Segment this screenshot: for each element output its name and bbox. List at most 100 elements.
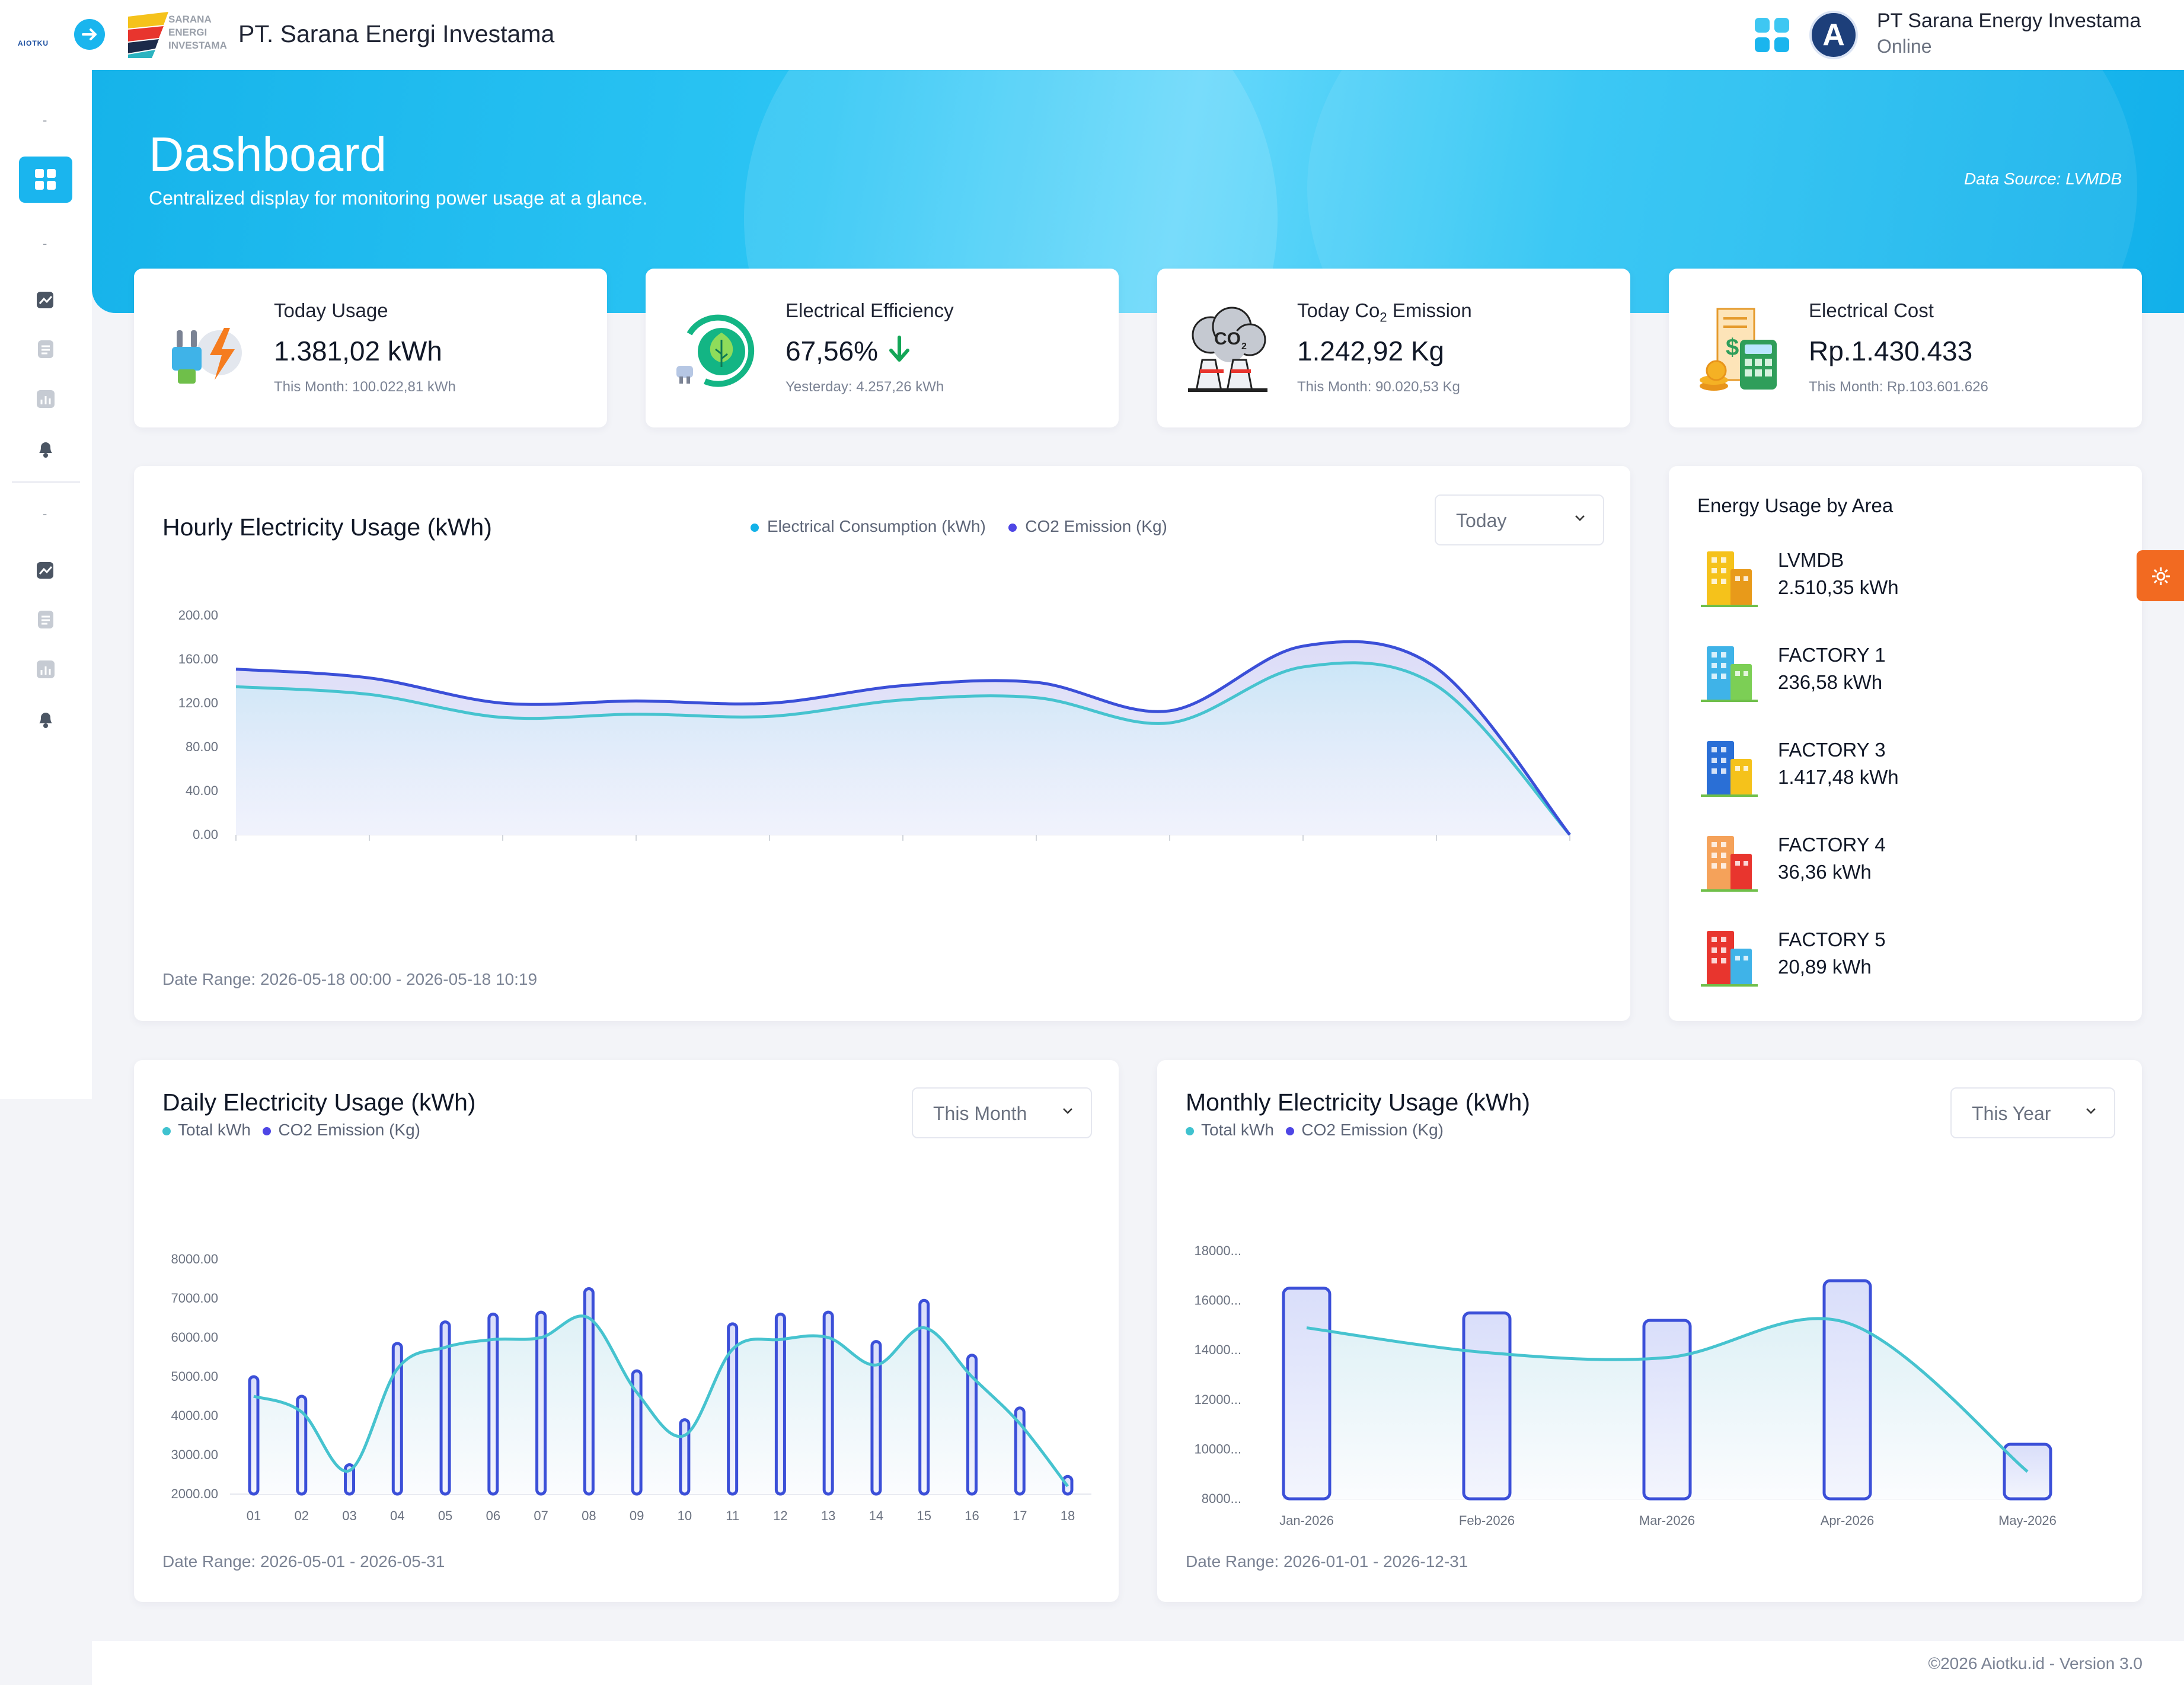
plug-bolt-icon [172, 328, 242, 384]
legend-dot [1008, 524, 1017, 532]
y-tick-label: 10000... [1194, 1441, 1241, 1456]
area-item[interactable]: FACTORY 3 1.417,48 kWh [1697, 733, 2112, 804]
bar[interactable] [631, 1369, 643, 1496]
x-tick-label: 11 [726, 1508, 739, 1523]
x-tick-label: Feb-2026 [1459, 1513, 1515, 1528]
bar-chart-icon [37, 390, 55, 408]
page-subtitle: Centralized display for monitoring power… [149, 187, 648, 209]
stat-card-cost: $ Electrical Cost Rp.1.430.433 This Mont… [1669, 269, 2142, 427]
date-range: Date Range: 2026-05-01 - 2026-05-31 [162, 1552, 445, 1571]
y-tick-label: 4000.00 [171, 1408, 218, 1423]
user-avatar[interactable]: A [1809, 11, 1858, 59]
sidebar-item-analytics[interactable] [36, 389, 56, 409]
sidebar: - - - [0, 70, 92, 1099]
sidebar-item-report[interactable] [36, 609, 56, 630]
series-line-co2 [1306, 1317, 2029, 1473]
x-tick-label: 06 [486, 1508, 500, 1523]
monthly-range-dropdown[interactable]: This Year [1950, 1087, 2115, 1138]
sidebar-item-report[interactable] [36, 339, 56, 359]
sidebar-separator [12, 481, 80, 483]
bar[interactable] [391, 1342, 403, 1496]
sidebar-divider: - [43, 236, 47, 251]
hourly-range-dropdown[interactable]: Today [1435, 494, 1604, 545]
stat-card-efficiency: Electrical Efficiency 67,56% Yesterday: … [646, 269, 1119, 427]
x-tick-label: 01 [247, 1508, 261, 1523]
area-item[interactable]: FACTORY 1 236,58 kWh [1697, 638, 2112, 709]
stat-title: Electrical Efficiency [786, 299, 954, 321]
bar[interactable] [774, 1312, 786, 1496]
bar[interactable] [679, 1418, 691, 1496]
hourly-usage-card: Hourly Electricity Usage (kWh) Electrica… [134, 466, 1630, 1021]
arrow-right-icon [82, 28, 97, 40]
sidebar-divider: - [43, 113, 47, 127]
bar[interactable] [822, 1310, 834, 1496]
apps-grid-button[interactable] [1755, 18, 1789, 52]
bar[interactable] [487, 1312, 499, 1496]
bar[interactable] [535, 1310, 547, 1496]
area-name: FACTORY 1 [1778, 644, 1886, 666]
stat-value: 67,56% [786, 336, 879, 366]
x-tick-label: 07 [534, 1508, 548, 1523]
y-tick-label: 6000.00 [171, 1330, 218, 1345]
document-icon [38, 611, 53, 628]
bar[interactable] [727, 1322, 739, 1496]
bar[interactable] [1822, 1279, 1872, 1501]
city-icon [1701, 741, 1758, 797]
area-name: LVMDB [1778, 549, 1844, 571]
sidebar-item-alarm[interactable] [36, 709, 56, 729]
chart-title: Daily Electricity Usage (kWh) [162, 1089, 476, 1116]
y-tick-label: 3000.00 [171, 1447, 218, 1462]
area-name: FACTORY 4 [1778, 834, 1886, 856]
dropdown-value: This Year [1972, 1103, 2051, 1124]
city-icon [1701, 646, 1758, 702]
x-tick-label: 17 [1013, 1508, 1027, 1523]
bar[interactable] [248, 1375, 260, 1496]
date-range: Date Range: 2026-05-18 00:00 - 2026-05-1… [162, 970, 538, 988]
trend-chart-icon [37, 562, 53, 579]
sidebar-item-dashboard[interactable] [19, 157, 72, 203]
stat-title: Today Usage [274, 299, 388, 321]
legend-dot [1186, 1127, 1194, 1135]
x-tick-label: 03 [342, 1508, 356, 1523]
bar[interactable] [870, 1340, 882, 1496]
monthly-usage-card: Monthly Electricity Usage (kWh) Total kW… [1157, 1060, 2142, 1602]
gear-icon [2152, 567, 2170, 585]
legend-label: CO2 Emission (Kg) [1025, 517, 1167, 535]
sidebar-toggle-button[interactable] [74, 19, 105, 50]
y-tick-label: 5000.00 [171, 1369, 218, 1384]
area-item[interactable]: FACTORY 5 20,89 kWh [1697, 923, 2112, 994]
bar[interactable] [1642, 1319, 1692, 1501]
leaf-plug-icon [676, 314, 755, 387]
y-tick-label: 160.00 [178, 652, 218, 666]
bar[interactable] [966, 1354, 978, 1496]
settings-button[interactable] [2137, 550, 2184, 601]
y-tick-label: 0.00 [193, 827, 218, 842]
bar[interactable] [918, 1298, 930, 1496]
x-tick-label: 09 [630, 1508, 644, 1523]
daily-range-dropdown[interactable]: This Month [912, 1087, 1092, 1138]
school-icon [1701, 836, 1758, 892]
logo-text: SARANA ENERGI INVESTAMA [168, 14, 227, 51]
arrow-down-icon [889, 336, 909, 362]
sidebar-item-alarm[interactable] [36, 439, 56, 459]
sidebar-item-trend[interactable] [36, 289, 56, 309]
bar[interactable] [1282, 1287, 1332, 1501]
bar[interactable] [439, 1320, 451, 1496]
series-area-co2 [254, 1316, 1068, 1494]
area-value: 20,89 kWh [1778, 956, 1872, 978]
sidebar-item-trend[interactable] [36, 560, 56, 580]
bar[interactable] [296, 1394, 308, 1496]
sidebar-item-analytics[interactable] [36, 659, 56, 679]
area-item[interactable]: LVMDB 2.510,35 kWh [1697, 543, 2112, 614]
x-tick-label: Apr-2026 [1821, 1513, 1875, 1528]
bar[interactable] [583, 1287, 595, 1496]
area-item[interactable]: FACTORY 4 36,36 kWh [1697, 828, 2112, 899]
hourly-chart: 0.0040.0080.00120.00160.00200.0000:0001:… [178, 608, 1571, 842]
bar[interactable] [1014, 1406, 1026, 1496]
stat-subtext: This Month: Rp.103.601.626 [1809, 379, 1988, 395]
bar[interactable] [1462, 1311, 1512, 1501]
y-tick-label: 18000... [1194, 1243, 1241, 1258]
stat-card-emission: CO 2 Today Co2 Emission 1.242,92 Kg This… [1157, 269, 1630, 427]
x-tick-label: 15 [917, 1508, 931, 1523]
svg-text:CO: CO [1214, 329, 1241, 349]
